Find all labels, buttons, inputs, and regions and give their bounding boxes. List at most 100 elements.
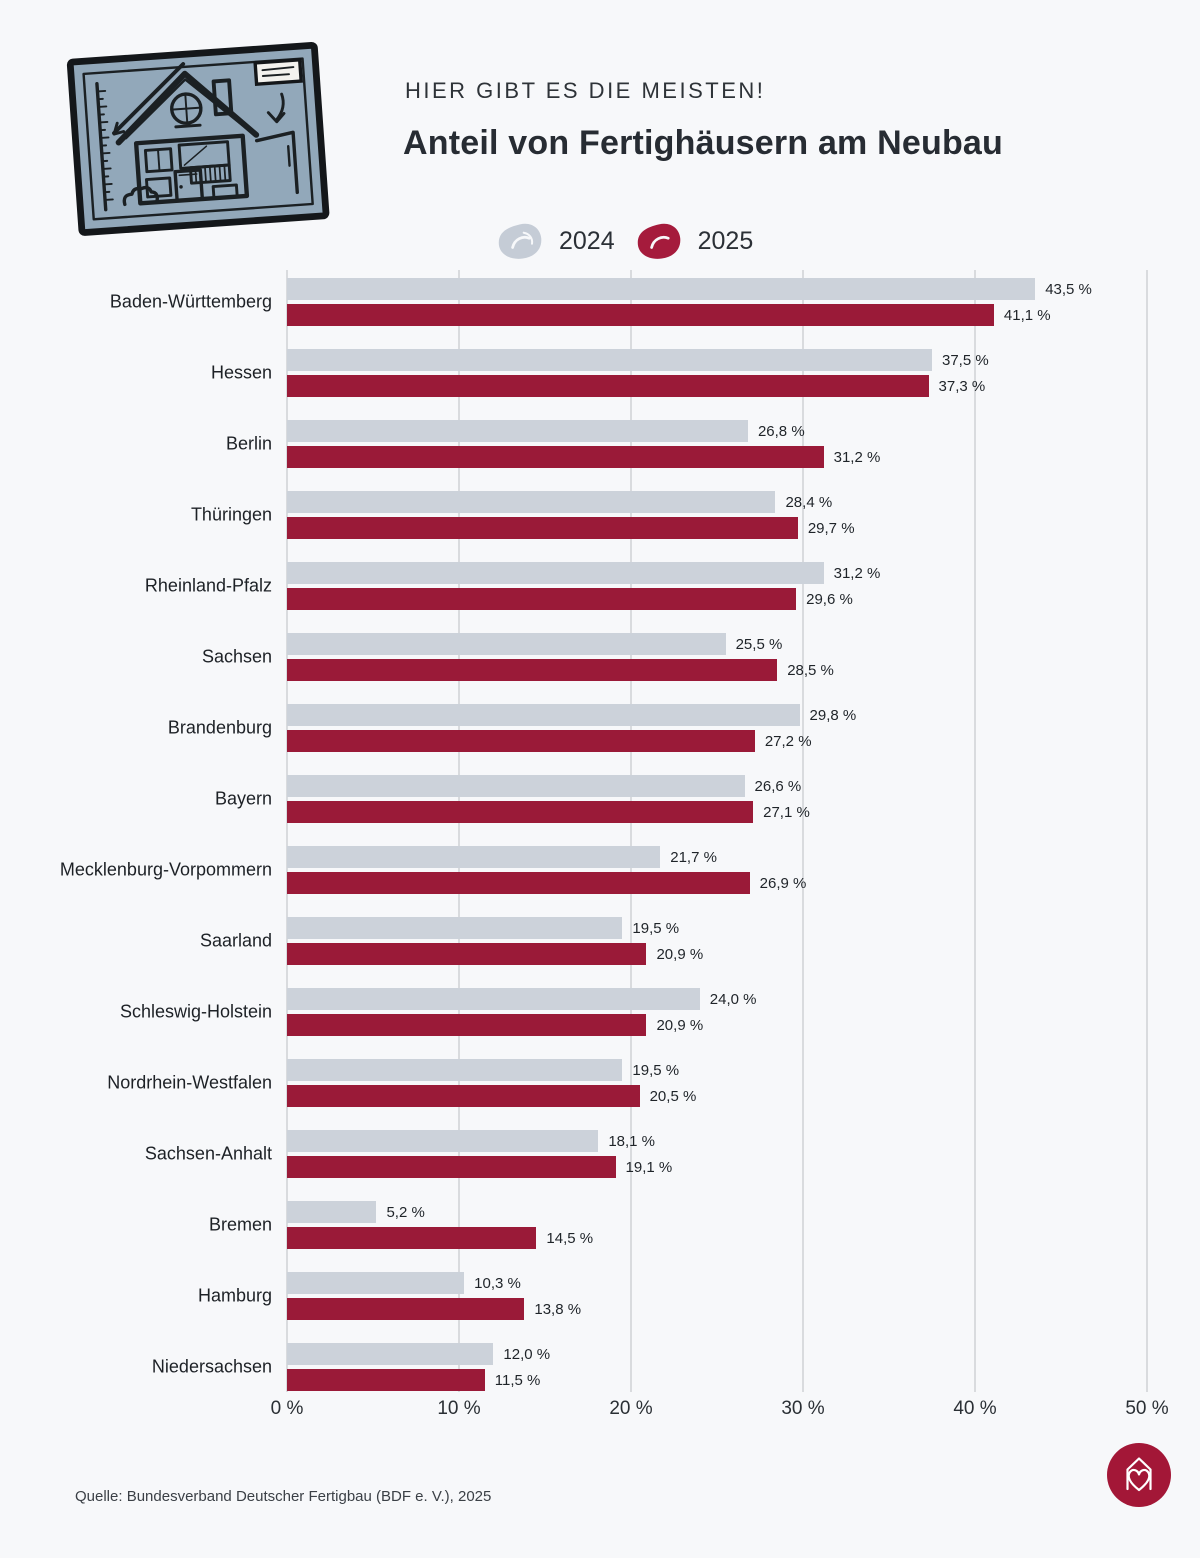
bar-value-2024: 31,2 % bbox=[833, 564, 881, 582]
bar-value-2025: 28,5 % bbox=[787, 661, 834, 679]
bar-2024 bbox=[287, 420, 748, 442]
bar-value-2024: 10,3 % bbox=[474, 1274, 521, 1292]
bar-line-2024: 24,0 % bbox=[287, 988, 1147, 1010]
bar-2025 bbox=[287, 659, 778, 681]
chart-row: Bayern 26,6 % 27,1 % bbox=[0, 767, 1200, 838]
chart-legend: 2024 2025 bbox=[496, 220, 753, 262]
bar-2025 bbox=[287, 588, 797, 610]
x-tick-label: 10 % bbox=[437, 1398, 481, 1419]
bar-group: 18,1 % 19,1 % bbox=[287, 1130, 1147, 1178]
bar-2024 bbox=[287, 1343, 494, 1365]
state-label: Mecklenburg-Vorpommern bbox=[59, 859, 272, 880]
chart-row: Bremen 5,2 % 14,5 % bbox=[0, 1193, 1200, 1264]
bar-2024 bbox=[287, 704, 800, 726]
state-label: Brandenburg bbox=[167, 717, 272, 738]
bar-value-2025: 14,5 % bbox=[546, 1229, 594, 1247]
state-label: Thüringen bbox=[190, 504, 272, 525]
bar-group: 29,8 % 27,2 % bbox=[287, 704, 1147, 752]
bar-group: 26,8 % 31,2 % bbox=[287, 420, 1147, 468]
gridline bbox=[974, 270, 976, 1392]
bar-line-2024: 18,1 % bbox=[287, 1130, 1147, 1152]
bar-line-2025: 29,6 % bbox=[287, 588, 1147, 610]
state-label: Berlin bbox=[225, 433, 272, 454]
bar-value-2025: 27,2 % bbox=[764, 732, 812, 750]
chart-row: Baden-Württemberg 43,5 % 41,1 % bbox=[0, 270, 1200, 341]
x-tick-label: 20 % bbox=[609, 1398, 653, 1419]
bar-line-2024: 19,5 % bbox=[287, 917, 1147, 939]
bar-line-2024: 28,4 % bbox=[287, 491, 1147, 513]
bar-line-2024: 5,2 % bbox=[287, 1201, 1147, 1223]
bar-line-2024: 10,3 % bbox=[287, 1272, 1147, 1294]
bar-value-2024: 18,1 % bbox=[608, 1132, 656, 1150]
chart-row: Hamburg 10,3 % 13,8 % bbox=[0, 1264, 1200, 1335]
bar-2025 bbox=[287, 1156, 616, 1178]
state-label: Rheinland-Pfalz bbox=[144, 575, 272, 596]
house-blueprint-illustration bbox=[66, 41, 330, 236]
bar-value-2024: 19,5 % bbox=[632, 919, 680, 937]
bar-group: 37,5 % 37,3 % bbox=[287, 349, 1147, 397]
scribble-blob-icon bbox=[637, 223, 680, 259]
bar-2024 bbox=[287, 846, 661, 868]
bar-group: 25,5 % 28,5 % bbox=[287, 633, 1147, 681]
state-label: Baden-Württemberg bbox=[109, 291, 272, 312]
legend-label-2025: 2025 bbox=[697, 226, 754, 255]
bar-value-2025: 37,3 % bbox=[938, 377, 986, 395]
bar-line-2025: 11,5 % bbox=[287, 1369, 1147, 1391]
bar-value-2025: 29,6 % bbox=[806, 590, 853, 608]
bar-2024 bbox=[287, 1201, 377, 1223]
scribble-blob-icon bbox=[498, 223, 542, 259]
bar-2024 bbox=[287, 988, 700, 1010]
bar-value-2024: 19,5 % bbox=[632, 1061, 680, 1079]
chart-row: Mecklenburg-Vorpommern 21,7 % 26,9 % bbox=[0, 838, 1200, 909]
bar-2025 bbox=[287, 1369, 485, 1391]
bar-line-2024: 29,8 % bbox=[287, 704, 1147, 726]
bar-line-2024: 21,7 % bbox=[287, 846, 1147, 868]
bar-group: 5,2 % 14,5 % bbox=[287, 1201, 1147, 1249]
bar-group: 26,6 % 27,1 % bbox=[287, 775, 1147, 823]
bar-value-2024: 24,0 % bbox=[709, 990, 757, 1008]
bar-line-2025: 14,5 % bbox=[287, 1227, 1147, 1249]
chart-row: Nordrhein-Westfalen 19,5 % 20,5 % bbox=[0, 1051, 1200, 1122]
bar-2025 bbox=[287, 943, 647, 965]
bar-line-2025: 41,1 % bbox=[287, 304, 1147, 326]
bar-value-2024: 37,5 % bbox=[942, 351, 989, 369]
bar-2024 bbox=[287, 633, 726, 655]
chart-row: Niedersachsen 12,0 % 11,5 % bbox=[0, 1335, 1200, 1406]
bar-line-2024: 37,5 % bbox=[287, 349, 1147, 371]
x-tick-label: 50 % bbox=[1125, 1398, 1169, 1419]
gridline bbox=[286, 270, 288, 1392]
kicker-text: HIER GIBT ES DIE MEISTEN! bbox=[405, 78, 766, 103]
bar-group: 10,3 % 13,8 % bbox=[287, 1272, 1147, 1320]
bar-line-2025: 28,5 % bbox=[287, 659, 1147, 681]
bar-2024 bbox=[287, 1130, 599, 1152]
state-label: Niedersachsen bbox=[151, 1356, 272, 1377]
bar-value-2025: 29,7 % bbox=[807, 519, 855, 537]
bar-line-2024: 43,5 % bbox=[287, 278, 1147, 300]
state-label: Bayern bbox=[214, 788, 272, 809]
bar-value-2024: 43,5 % bbox=[1045, 280, 1092, 298]
bar-2024 bbox=[287, 775, 745, 797]
bar-value-2025: 11,5 % bbox=[494, 1371, 541, 1389]
x-tick-label: 30 % bbox=[781, 1398, 825, 1419]
chart-row: Schleswig-Holstein 24,0 % 20,9 % bbox=[0, 980, 1200, 1051]
gridline bbox=[630, 270, 632, 1392]
bar-group: 43,5 % 41,1 % bbox=[287, 278, 1147, 326]
bar-2024 bbox=[287, 917, 623, 939]
bar-line-2025: 13,8 % bbox=[287, 1298, 1147, 1320]
bar-line-2024: 31,2 % bbox=[287, 562, 1147, 584]
bar-2025 bbox=[287, 446, 824, 468]
bar-2025 bbox=[287, 304, 994, 326]
grouped-bar-chart: Baden-Württemberg 43,5 % 41,1 % Hessen 3… bbox=[0, 270, 1200, 1450]
bar-2024 bbox=[287, 1059, 623, 1081]
bar-line-2025: 37,3 % bbox=[287, 375, 1147, 397]
bar-2025 bbox=[287, 872, 750, 894]
bar-group: 21,7 % 26,9 % bbox=[287, 846, 1147, 894]
bar-value-2025: 27,1 % bbox=[763, 803, 810, 821]
bar-value-2025: 20,5 % bbox=[649, 1087, 697, 1105]
bar-line-2025: 31,2 % bbox=[287, 446, 1147, 468]
gridline bbox=[1146, 270, 1148, 1392]
bar-value-2025: 26,9 % bbox=[759, 874, 807, 892]
bar-value-2024: 26,8 % bbox=[757, 422, 805, 440]
bar-line-2024: 25,5 % bbox=[287, 633, 1147, 655]
bar-value-2025: 41,1 % bbox=[1003, 306, 1051, 324]
